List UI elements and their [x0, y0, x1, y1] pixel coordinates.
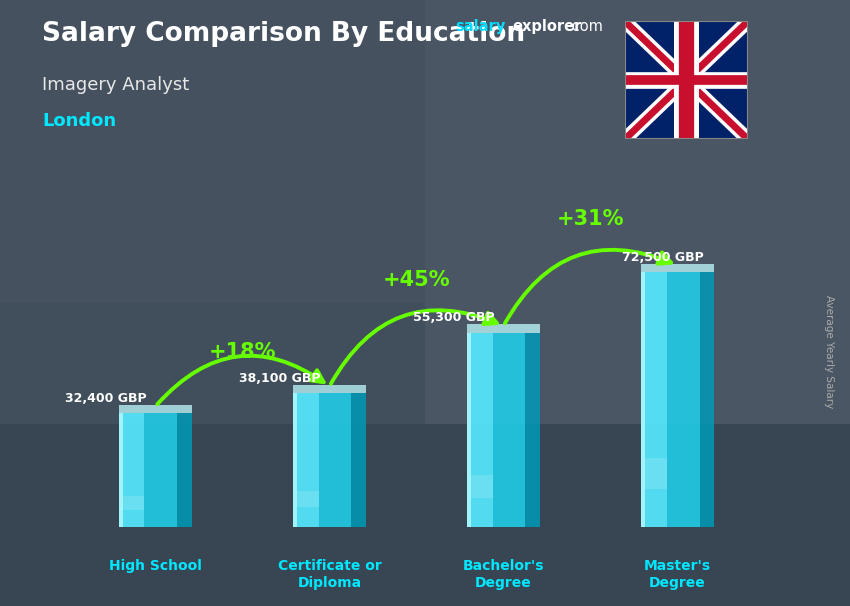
Text: High School: High School [109, 559, 201, 573]
Bar [297, 491, 319, 507]
Text: 72,500 GBP: 72,500 GBP [622, 251, 704, 264]
Bar [525, 333, 540, 527]
Bar [666, 272, 700, 527]
Text: .com: .com [567, 19, 603, 35]
Bar [351, 393, 366, 527]
Bar [119, 413, 122, 527]
Bar [641, 264, 714, 272]
Bar [178, 413, 192, 527]
Bar [467, 333, 492, 527]
Bar [0, 424, 850, 606]
Text: explorer: explorer [513, 19, 582, 35]
Bar [119, 413, 144, 527]
Bar [467, 324, 540, 333]
Bar [293, 393, 319, 527]
Text: Bachelor's
Degree: Bachelor's Degree [462, 559, 544, 590]
Text: +31%: +31% [557, 209, 624, 229]
Bar [700, 272, 714, 527]
FancyArrowPatch shape [331, 310, 497, 384]
Text: +18%: +18% [209, 342, 276, 362]
Bar [319, 393, 351, 527]
Text: 55,300 GBP: 55,300 GBP [413, 311, 495, 324]
Text: Imagery Analyst: Imagery Analyst [42, 76, 190, 94]
Bar [425, 0, 850, 424]
Text: London: London [42, 112, 116, 130]
Bar [641, 272, 666, 527]
Bar [0, 0, 425, 303]
Text: salary: salary [455, 19, 505, 35]
Text: 38,100 GBP: 38,100 GBP [239, 371, 320, 385]
Bar [293, 393, 297, 527]
Text: Salary Comparison By Education: Salary Comparison By Education [42, 21, 525, 47]
Text: +45%: +45% [382, 270, 450, 290]
Text: Master's
Degree: Master's Degree [644, 559, 711, 590]
FancyArrowPatch shape [157, 356, 324, 404]
Bar [644, 458, 666, 489]
Bar [122, 496, 144, 510]
Bar [293, 385, 366, 393]
Bar [492, 333, 525, 527]
Bar [641, 272, 644, 527]
Text: Average Yearly Salary: Average Yearly Salary [824, 295, 834, 408]
Bar [144, 413, 178, 527]
Bar [119, 405, 192, 413]
Text: Certificate or
Diploma: Certificate or Diploma [278, 559, 382, 590]
Bar [471, 474, 492, 498]
Text: 32,400 GBP: 32,400 GBP [65, 391, 146, 405]
FancyArrowPatch shape [505, 250, 671, 324]
Bar [467, 333, 471, 527]
